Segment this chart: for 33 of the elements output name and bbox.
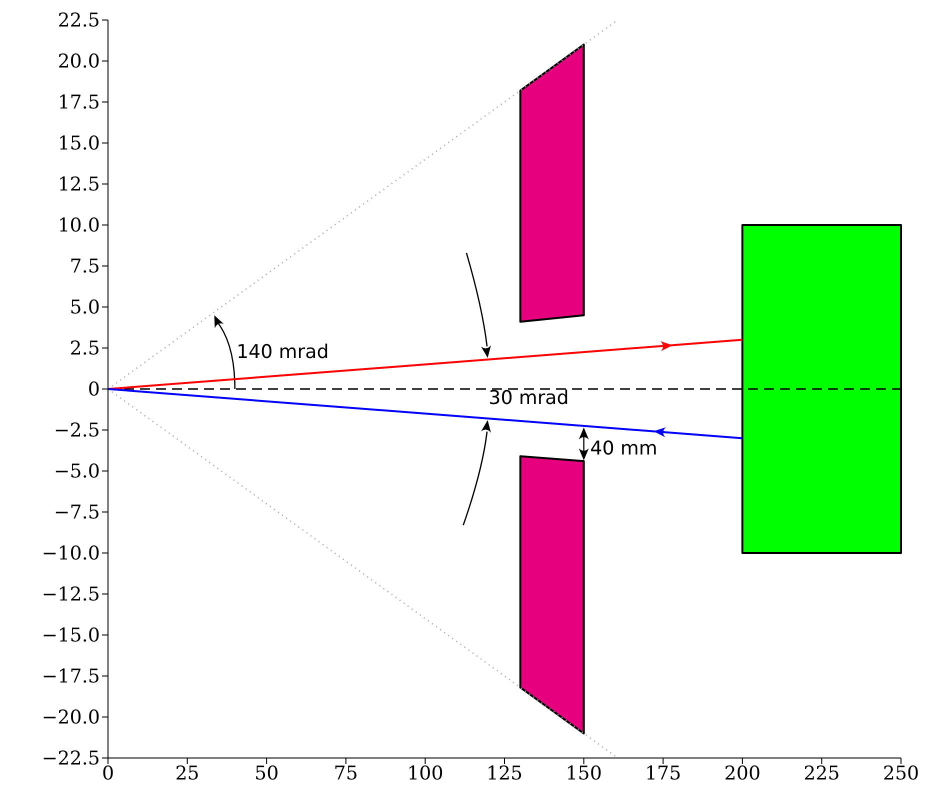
x-tick-label: 75 [334,762,358,784]
y-tick-label: 0 [88,378,100,401]
annotation: 140 mrad [236,340,329,363]
y-tick-label: 2.5 [70,338,100,360]
y-tick-label: −7.5 [54,502,100,524]
y-tick-label: 10.0 [58,214,100,237]
y-tick-label: −5.0 [54,460,100,483]
x-tick-label: 125 [486,762,523,784]
y-tick-label: −22.5 [42,748,100,770]
x-tick-label: 50 [254,762,279,784]
x-tick-label: 0 [102,762,114,784]
x-tick-label: 225 [804,762,840,784]
annotation: 40 mm [590,438,658,460]
y-tick-label: −15.0 [42,624,100,647]
y-tick-label: 17.5 [58,92,100,114]
y-tick-label: 5.0 [70,296,100,319]
x-tick-label: 150 [566,762,602,784]
y-tick-label: 20.0 [58,50,100,73]
y-tick-label: −10.0 [42,542,100,565]
y-tick-label: −17.5 [42,666,100,688]
y-tick-label: 15.0 [58,132,100,155]
y-tick-label: −12.5 [42,584,100,606]
x-tick-label: 250 [882,762,920,784]
y-tick-label: 22.5 [58,10,100,32]
y-tick-label: −2.5 [54,420,100,442]
y-tick-label: 7.5 [70,256,100,278]
y-tick-label: 12.5 [58,174,100,196]
annotation: 30 mrad [488,386,569,409]
x-tick-label: 25 [175,762,200,784]
x-tick-label: 175 [644,762,682,784]
x-tick-label: 100 [407,762,444,784]
y-tick-label: −20.0 [42,706,100,729]
x-tick-label: 200 [724,762,761,784]
